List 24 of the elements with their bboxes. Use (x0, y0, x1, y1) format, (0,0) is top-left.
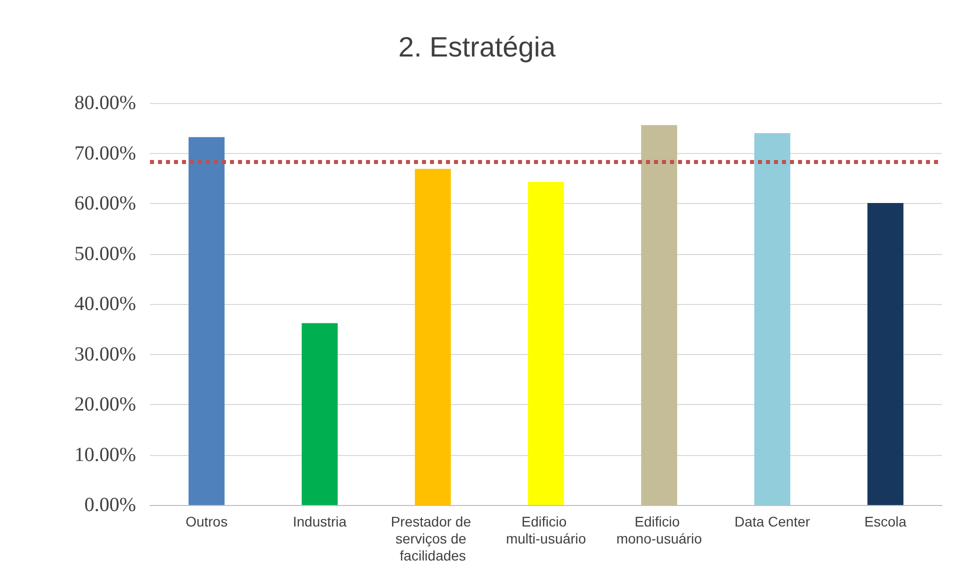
bar (641, 125, 678, 505)
y-tick-label: 70.00% (74, 142, 136, 164)
x-tick-label: Outros (186, 514, 228, 530)
y-tick-label: 10.00% (74, 444, 136, 466)
bar (302, 323, 338, 505)
y-tick-label: 20.00% (74, 394, 136, 416)
y-tick-label: 0.00% (84, 494, 136, 516)
bar (867, 203, 904, 505)
y-tick-label: 50.00% (74, 242, 136, 265)
y-tick-label: 30.00% (74, 343, 136, 366)
bar (188, 137, 225, 505)
x-tick-label: Escola (864, 514, 907, 530)
bar (528, 182, 564, 505)
x-tick-label: Data Center (734, 514, 810, 530)
y-tick-label: 80.00% (74, 92, 136, 114)
y-tick-label: 40.00% (74, 293, 136, 315)
x-tick-label: Industria (292, 514, 347, 530)
x-tick-label: Edificio mono-usuário (616, 514, 702, 546)
x-tick-label: Prestador de serviços de facilidades (390, 514, 475, 564)
bar (414, 168, 451, 505)
y-tick-label: 60.00% (74, 192, 136, 214)
x-tick-label: Edificio multi-usuário (506, 514, 586, 546)
chart-title: 2. Estratégia (398, 32, 556, 62)
bar (754, 133, 790, 505)
